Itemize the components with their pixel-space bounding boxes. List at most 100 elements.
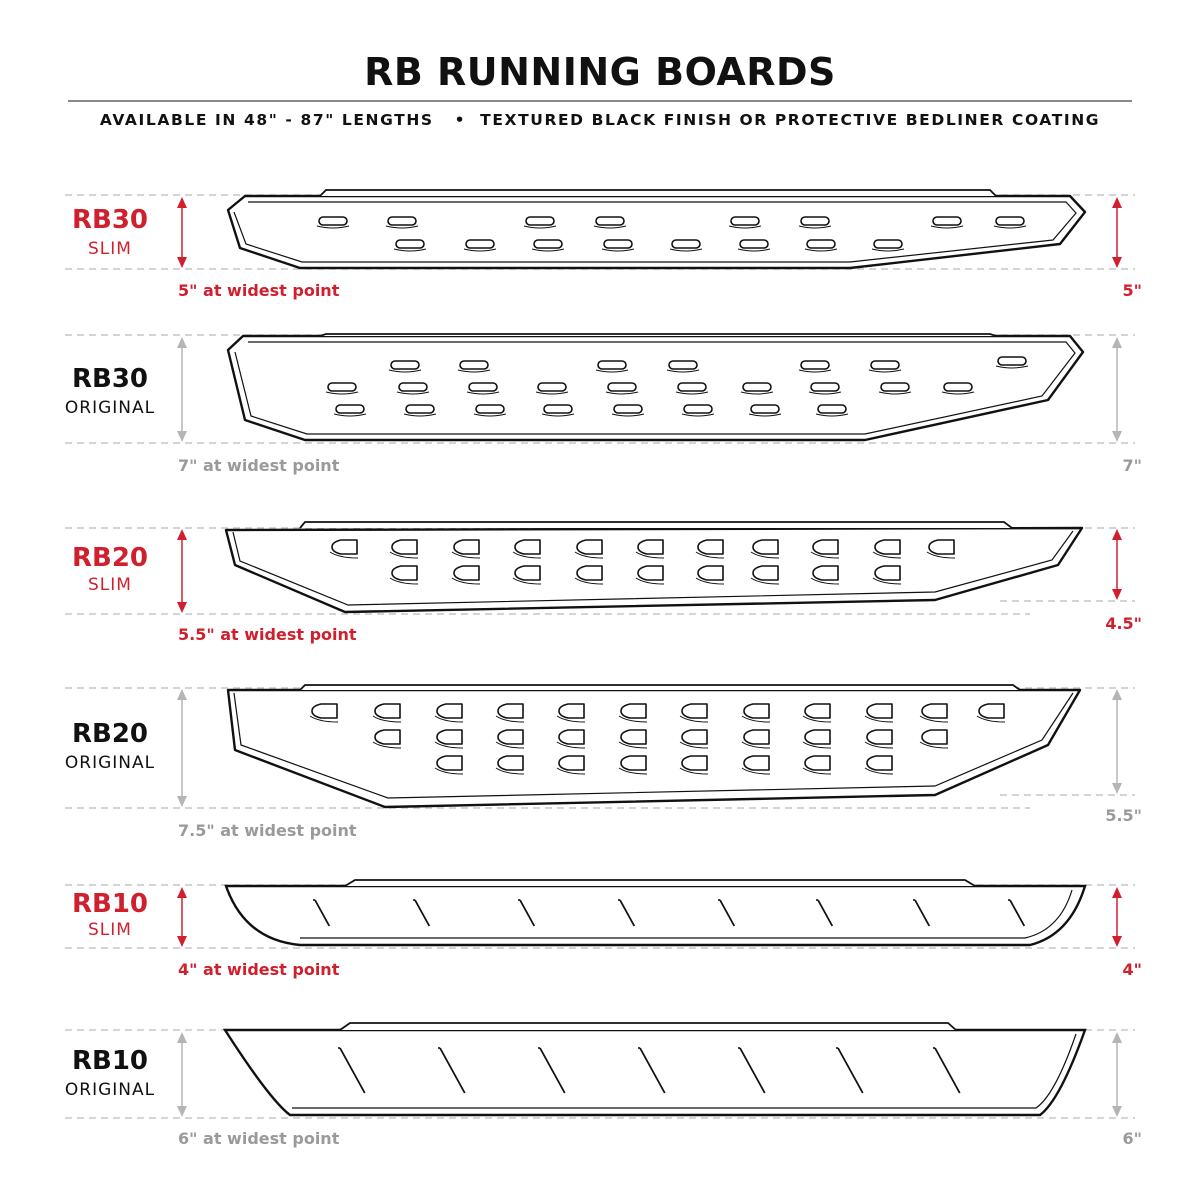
rb20-original-hole-shadow (679, 767, 709, 775)
rb30-original-hole-shadow (941, 391, 975, 395)
rb10-original-slot (539, 1047, 566, 1094)
rb30-slim-hole (465, 239, 495, 249)
rb20-slim-hole (576, 539, 603, 555)
rb30-original-hole-shadow (675, 391, 709, 395)
rb20-original-hole-shadow (372, 715, 402, 723)
rb20-original-hole (743, 755, 770, 771)
rb10-original-slot (739, 1047, 766, 1094)
rb20-original-hole-shadow (372, 741, 402, 749)
rb10-original-step-plate (339, 1022, 957, 1031)
rb10-slim-slot (314, 899, 331, 927)
rb20-original-hole (921, 703, 948, 719)
rb30-original-left-arrowhead-up-icon (177, 337, 187, 348)
rb20-slim-step-plate (299, 521, 1013, 529)
rb10-slim-right-arrowhead-down-icon (1112, 936, 1122, 947)
rb20-original-outline (226, 688, 1082, 809)
rb20-original-hole (921, 729, 948, 745)
rb20-slim-hole-shadow (451, 577, 481, 585)
rb20-slim-hole (514, 539, 541, 555)
rb30-original-hole (327, 382, 357, 392)
rb20-slim-inner-edge (232, 530, 1074, 606)
rb20-original-hole (620, 755, 647, 771)
rb30-original-hole-shadow (535, 391, 569, 395)
rb30-slim-inner-edge (233, 201, 1077, 263)
rb20-original-hole-shadow (741, 741, 771, 749)
rb20-slim-hole-shadow (512, 551, 542, 559)
rb20-slim-hole (637, 565, 664, 581)
rb10-slim-left-arrowhead-up-icon (177, 887, 187, 898)
model-name-rb30-original: RB30 (71, 364, 149, 394)
rb20-slim-hole-shadow (695, 551, 725, 559)
rb20-slim-hole (453, 539, 480, 555)
rb30-original-hole-shadow (878, 391, 912, 395)
rb10-slim-slot (719, 899, 736, 927)
rb30-slim-hole-shadow (798, 225, 832, 229)
rb20-slim-hole-shadow (574, 551, 604, 559)
rb30-slim-hole (533, 239, 563, 249)
rb20-slim-left-arrowhead-down-icon (177, 602, 187, 613)
rb30-original-hole (537, 382, 567, 392)
model-variant-rb10-original: ORIGINAL (64, 1080, 156, 1100)
height-rb20-original: 5.5" (1105, 806, 1142, 825)
rb20-slim-hole-shadow (329, 551, 359, 559)
rb30-original-hole-shadow (466, 391, 500, 395)
rb30-original-hole-shadow (740, 391, 774, 395)
rb20-original-hole (866, 703, 893, 719)
rb20-original-left-arrowhead-up-icon (177, 689, 187, 700)
rb20-original-hole-shadow (434, 741, 464, 749)
rb10-slim-right-arrowhead-up-icon (1112, 887, 1122, 898)
rb20-slim-hole (928, 539, 955, 555)
rb20-original-hole (436, 703, 463, 719)
rb20-slim-hole-shadow (872, 577, 902, 585)
rb20-original-hole (436, 729, 463, 745)
rb20-original-hole-shadow (802, 767, 832, 775)
rb10-slim-slot (619, 899, 636, 927)
rb20-original-inner-edge (233, 692, 1074, 799)
rb30-original-hole-shadow (541, 413, 575, 417)
rb20-original-hole (374, 703, 401, 719)
rb20-original-hole-shadow (802, 715, 832, 723)
rb20-original-hole (743, 729, 770, 745)
rb30-slim-hole (595, 216, 625, 226)
rb20-original-hole (558, 729, 585, 745)
rb20-original-hole (743, 703, 770, 719)
rb20-original-hole (804, 703, 831, 719)
rb10-original-right-arrowhead-up-icon (1112, 1032, 1122, 1043)
rb20-original-hole-shadow (434, 715, 464, 723)
rb20-original-hole-shadow (741, 767, 771, 775)
widest-caption-rb20-original: 7.5" at widest point (178, 821, 357, 840)
rb20-original-hole (804, 755, 831, 771)
rb30-slim-outline (226, 194, 1087, 270)
rb30-original-left-arrowhead-down-icon (177, 431, 187, 442)
rb20-original-hole (978, 703, 1005, 719)
rb30-original-hole (750, 404, 780, 414)
rb30-slim-hole-shadow (523, 225, 557, 229)
title-divider (68, 100, 1132, 102)
rb30-slim-hole (730, 216, 760, 226)
rb20-slim-hole-shadow (872, 551, 902, 559)
rb20-slim-right-arrowhead-up-icon (1112, 529, 1122, 540)
rb20-slim-hole-shadow (389, 577, 419, 585)
rb20-original-hole-shadow (556, 741, 586, 749)
widest-caption-rb10-slim: 4" at widest point (178, 960, 340, 979)
widest-caption-rb30-slim: 5" at widest point (178, 281, 340, 300)
rb20-original-hole-shadow (556, 767, 586, 775)
rb20-slim-hole (453, 565, 480, 581)
rb30-original-hole (880, 382, 910, 392)
rb30-original-hole (683, 404, 713, 414)
rb30-original-hole-shadow (605, 391, 639, 395)
rb20-original-hole (311, 703, 338, 719)
rb20-slim-hole (697, 565, 724, 581)
rb30-slim-hole (603, 239, 633, 249)
rb20-slim-hole-shadow (635, 577, 665, 585)
rb20-original-hole-shadow (864, 741, 894, 749)
rb30-slim-left-arrowhead-up-icon (177, 197, 187, 208)
height-rb30-original: 7" (1122, 456, 1142, 475)
rb30-original-hole (390, 360, 420, 370)
rb30-slim-hole (318, 216, 348, 226)
model-name-rb20-slim: RB20 (71, 543, 149, 573)
rb20-slim-hole (391, 565, 418, 581)
rb20-original-hole-shadow (618, 767, 648, 775)
